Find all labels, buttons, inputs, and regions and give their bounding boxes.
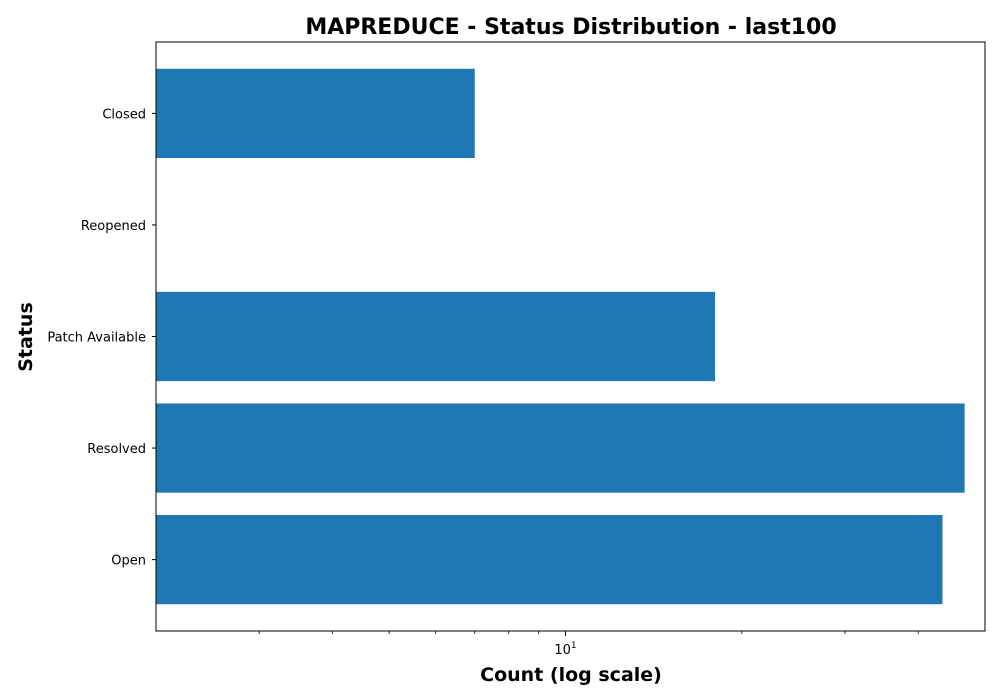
chart-title: MAPREDUCE - Status Distribution - last10… [305, 15, 836, 40]
bar-closed [156, 68, 475, 159]
ticks-layer: Closed Reopened Patch Available Resolved Ope… [47, 107, 919, 658]
y-tick-label-reopened: Reopened [81, 219, 146, 234]
bar-open [156, 514, 943, 605]
bars-layer [156, 68, 965, 605]
bar-resolved [156, 403, 965, 493]
y-tick-label-closed: Closed [102, 107, 146, 122]
x-tick-label-10: 101 [554, 641, 576, 658]
y-tick-label-open: Open [111, 554, 146, 569]
y-axis-label: Status [15, 302, 37, 372]
plot-frame [155, 41, 986, 632]
x-axis-label: Count (log scale) [480, 664, 662, 686]
bar-patch-available [156, 291, 716, 382]
y-tick-label-resolved: Resolved [87, 442, 146, 457]
y-tick-label-patch-available: Patch Available [47, 331, 146, 346]
